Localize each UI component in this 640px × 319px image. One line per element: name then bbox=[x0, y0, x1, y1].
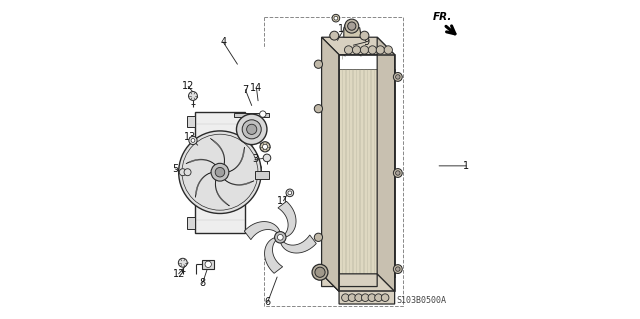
Circle shape bbox=[355, 294, 362, 301]
Polygon shape bbox=[186, 159, 219, 169]
Text: 2: 2 bbox=[252, 136, 258, 145]
Circle shape bbox=[275, 232, 286, 243]
Polygon shape bbox=[195, 112, 244, 233]
Circle shape bbox=[179, 258, 188, 267]
Circle shape bbox=[263, 154, 271, 162]
Polygon shape bbox=[278, 201, 296, 238]
Polygon shape bbox=[377, 37, 395, 291]
Circle shape bbox=[314, 105, 323, 113]
Text: 4: 4 bbox=[220, 37, 226, 47]
Polygon shape bbox=[195, 172, 217, 197]
Polygon shape bbox=[264, 237, 283, 273]
Polygon shape bbox=[344, 28, 362, 37]
Polygon shape bbox=[321, 37, 339, 291]
Circle shape bbox=[396, 75, 400, 79]
Polygon shape bbox=[215, 175, 230, 206]
Circle shape bbox=[362, 294, 369, 301]
Polygon shape bbox=[321, 51, 339, 277]
Circle shape bbox=[262, 144, 268, 149]
Circle shape bbox=[179, 131, 261, 213]
Circle shape bbox=[211, 163, 229, 181]
Text: 11: 11 bbox=[277, 196, 289, 206]
Circle shape bbox=[288, 191, 292, 195]
Circle shape bbox=[184, 169, 191, 176]
Circle shape bbox=[334, 16, 338, 20]
Circle shape bbox=[353, 46, 361, 54]
Circle shape bbox=[205, 261, 211, 268]
Circle shape bbox=[314, 60, 323, 68]
Circle shape bbox=[394, 265, 403, 273]
Polygon shape bbox=[223, 147, 244, 173]
Circle shape bbox=[189, 136, 197, 145]
Circle shape bbox=[191, 138, 195, 142]
Circle shape bbox=[344, 46, 353, 54]
Text: 10: 10 bbox=[338, 24, 350, 34]
Circle shape bbox=[278, 234, 283, 240]
Circle shape bbox=[286, 189, 294, 197]
Text: 6: 6 bbox=[264, 297, 271, 308]
Circle shape bbox=[332, 14, 340, 22]
Circle shape bbox=[360, 31, 369, 40]
Circle shape bbox=[384, 46, 392, 54]
Text: 7: 7 bbox=[242, 85, 248, 95]
Circle shape bbox=[342, 294, 349, 301]
Circle shape bbox=[260, 142, 270, 152]
Text: 9: 9 bbox=[363, 37, 369, 47]
Circle shape bbox=[315, 267, 325, 277]
Polygon shape bbox=[321, 37, 395, 55]
Text: 14: 14 bbox=[250, 83, 262, 93]
Circle shape bbox=[394, 72, 403, 81]
Circle shape bbox=[236, 114, 267, 145]
Polygon shape bbox=[211, 138, 225, 170]
Circle shape bbox=[396, 171, 400, 175]
Circle shape bbox=[189, 92, 197, 100]
Polygon shape bbox=[221, 175, 254, 185]
Circle shape bbox=[376, 46, 385, 54]
Text: 12: 12 bbox=[182, 81, 195, 92]
Text: FR.: FR. bbox=[433, 12, 452, 22]
Circle shape bbox=[348, 294, 356, 301]
Circle shape bbox=[242, 120, 261, 139]
Circle shape bbox=[360, 46, 369, 54]
Text: 8: 8 bbox=[200, 278, 205, 288]
Circle shape bbox=[314, 233, 323, 241]
Circle shape bbox=[330, 31, 339, 40]
Circle shape bbox=[179, 169, 186, 176]
Circle shape bbox=[396, 267, 400, 271]
Polygon shape bbox=[202, 260, 214, 269]
Circle shape bbox=[394, 168, 403, 177]
Text: 3: 3 bbox=[252, 154, 258, 165]
Circle shape bbox=[374, 294, 382, 301]
Polygon shape bbox=[280, 235, 316, 253]
Polygon shape bbox=[188, 116, 195, 127]
Polygon shape bbox=[339, 69, 395, 277]
Text: 5: 5 bbox=[172, 164, 179, 174]
Circle shape bbox=[381, 294, 389, 301]
Polygon shape bbox=[321, 274, 395, 304]
Polygon shape bbox=[234, 113, 269, 117]
Circle shape bbox=[368, 294, 376, 301]
Text: 1: 1 bbox=[463, 161, 469, 171]
Text: 13: 13 bbox=[184, 132, 196, 142]
Polygon shape bbox=[255, 171, 269, 179]
Circle shape bbox=[246, 124, 257, 134]
Text: S103B0500A: S103B0500A bbox=[397, 296, 447, 305]
Polygon shape bbox=[321, 274, 395, 291]
Polygon shape bbox=[244, 222, 280, 240]
Polygon shape bbox=[188, 217, 195, 229]
Circle shape bbox=[348, 22, 356, 30]
Circle shape bbox=[312, 264, 328, 280]
Circle shape bbox=[215, 167, 225, 177]
Text: 12: 12 bbox=[172, 269, 185, 279]
Circle shape bbox=[368, 46, 376, 54]
Circle shape bbox=[260, 111, 266, 117]
Circle shape bbox=[345, 19, 359, 33]
